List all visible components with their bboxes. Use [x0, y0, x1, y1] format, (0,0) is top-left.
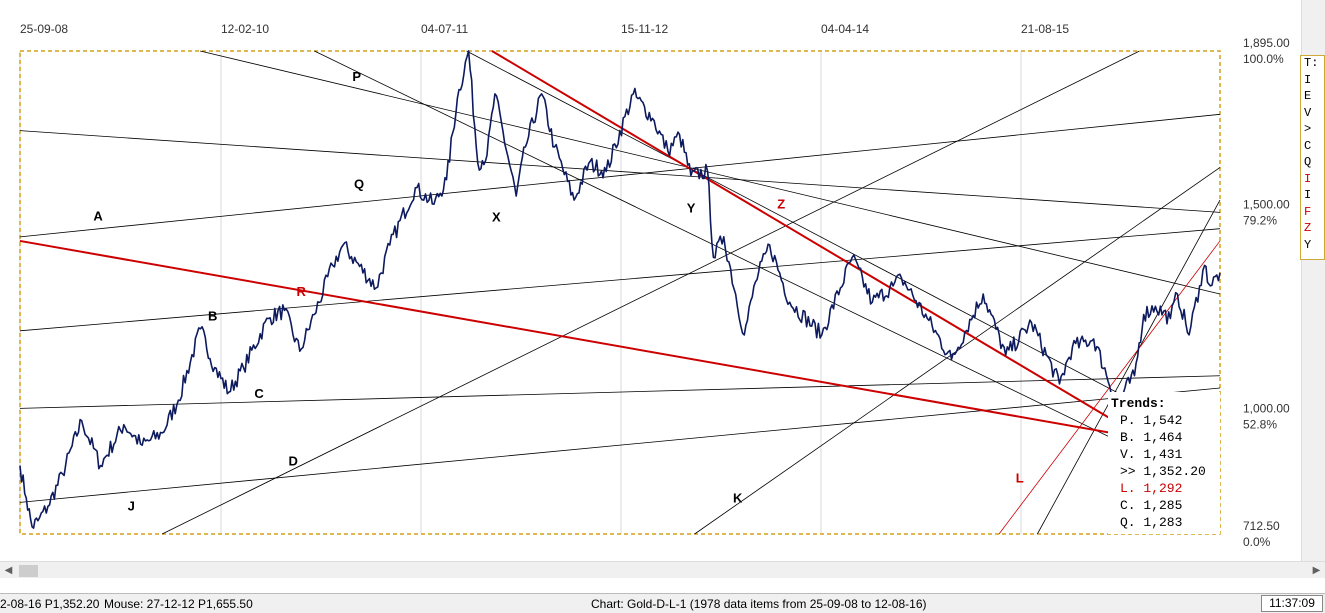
horizontal-scrollbar[interactable]: ◀ ▶	[0, 561, 1325, 578]
trend-label-p: P	[352, 69, 361, 84]
trend-line-x[interactable]	[314, 50, 1152, 458]
x-tick-label: 15-11-12	[621, 22, 668, 36]
trend-line-q[interactable]	[19, 113, 1221, 238]
trend-label-l: L	[1016, 471, 1024, 486]
trends-box: Trends: P. 1,542 B. 1,464 V. 1,431 >> 1,352.…	[1108, 392, 1220, 534]
scroll-thumb[interactable]	[19, 565, 38, 577]
trend-label-r: R	[296, 284, 306, 299]
side-legend-row: V	[1304, 105, 1312, 120]
trend-label-j: J	[128, 499, 135, 514]
x-tick-label: 25-09-08	[20, 22, 68, 36]
trend-label-b: B	[208, 309, 217, 324]
side-legend-row: Z	[1304, 221, 1312, 235]
side-legend-row: I	[1304, 171, 1312, 186]
side-legend-row: I	[1304, 72, 1312, 87]
trend-line-a[interactable]	[19, 130, 1221, 213]
trend-line-c[interactable]	[19, 375, 1221, 409]
y-tick-percent-label: 100.0%	[1243, 52, 1284, 66]
side-legend-row: E	[1304, 89, 1312, 103]
status-chart-info: Chart: Gold-D-L-1 (1978 data items from …	[591, 597, 927, 611]
y-tick-percent-label: 52.8%	[1243, 418, 1277, 432]
y-axis-ticks: 1,895.00 100.0% 1,500.00 79.2% 1,000.00 52.8%…	[1243, 36, 1290, 549]
trends-title: Trends:	[1111, 396, 1166, 411]
side-legend-rows: T: I E V > C Q I I F Z Y	[1301, 56, 1324, 254]
trends-item: B. 1,464	[1120, 430, 1183, 445]
trend-line-z[interactable]	[491, 50, 1136, 434]
trends-item: P. 1,542	[1120, 413, 1182, 428]
trend-label-x: X	[492, 209, 501, 224]
trend-line-b[interactable]	[19, 228, 1221, 332]
y-tick-price-label: 1,895.00	[1243, 36, 1290, 50]
trend-line-p[interactable]	[200, 50, 1221, 295]
scroll-left-icon[interactable]: ◀	[4, 565, 13, 576]
x-tick-label: 12-02-10	[221, 22, 269, 36]
side-legend-row: T:	[1304, 56, 1319, 70]
trend-line-j[interactable]	[162, 50, 1140, 535]
scroll-right-icon[interactable]: ▶	[1312, 565, 1321, 576]
price-chart[interactable]: 25-09-08 12-02-10 04-07-11 15-11-12 04-04-14…	[0, 0, 1325, 561]
price-line	[19, 50, 1221, 529]
price-series	[19, 50, 1221, 529]
side-legend-row: Q	[1304, 155, 1312, 169]
trend-line-r[interactable]	[19, 239, 1135, 438]
trends-item: L. 1,292	[1120, 481, 1182, 496]
x-tick-label: 21-08-15	[1021, 22, 1069, 36]
trend-label-d: D	[289, 454, 298, 469]
status-mouse-readout: Mouse: 27-12-12 P1,655.50	[104, 597, 253, 611]
y-tick-percent-label: 79.2%	[1243, 213, 1277, 227]
trend-label-k: K	[733, 490, 743, 505]
trend-lines[interactable]	[19, 50, 1221, 535]
status-bar: 2-08-16 P1,352.20 Mouse: 27-12-12 P1,655…	[0, 593, 1325, 613]
trend-label-z: Z	[777, 196, 785, 211]
y-tick-price-label: 712.50	[1243, 519, 1280, 533]
side-legend-panel: T: I E V > C Q I I F Z Y	[1300, 55, 1325, 260]
status-cursor-readout: 2-08-16 P1,352.20	[0, 597, 100, 611]
trend-line-v[interactable]	[1037, 199, 1221, 535]
trend-label-q: Q	[354, 177, 364, 192]
y-tick-price-label: 1,500.00	[1243, 197, 1290, 211]
trends-item: V. 1,431	[1120, 447, 1183, 462]
trends-item: >> 1,352.20	[1120, 464, 1206, 479]
trends-item: Q. 1,283	[1120, 515, 1182, 530]
side-legend-row: I	[1304, 188, 1312, 202]
trend-line-d[interactable]	[19, 387, 1221, 503]
trend-line-labels: PQAXYZRBCDJKLV	[93, 69, 1138, 514]
trend-label-y: Y	[687, 200, 696, 215]
x-tick-label: 04-04-14	[821, 22, 869, 36]
plot-frame	[19, 50, 1221, 535]
trend-label-c: C	[254, 386, 264, 401]
x-tick-label: 04-07-11	[421, 22, 468, 36]
x-axis-ticks: 25-09-08 12-02-10 04-07-11 15-11-12 04-04-14…	[20, 22, 1069, 36]
trends-box-background	[1108, 392, 1220, 534]
status-clock: 11:37:09	[1261, 595, 1323, 612]
side-legend-row: >	[1304, 122, 1312, 136]
trend-label-a: A	[93, 209, 103, 224]
side-legend-row: Y	[1304, 237, 1312, 252]
y-tick-price-label: 1,000.00	[1243, 402, 1290, 416]
trend-line-y[interactable]	[466, 50, 1148, 409]
y-tick-percent-label: 0.0%	[1243, 535, 1271, 549]
vertical-grid	[19, 51, 1022, 534]
side-legend-row: F	[1304, 204, 1312, 219]
trends-item: C. 1,285	[1120, 498, 1182, 513]
side-legend-row: C	[1304, 138, 1312, 153]
